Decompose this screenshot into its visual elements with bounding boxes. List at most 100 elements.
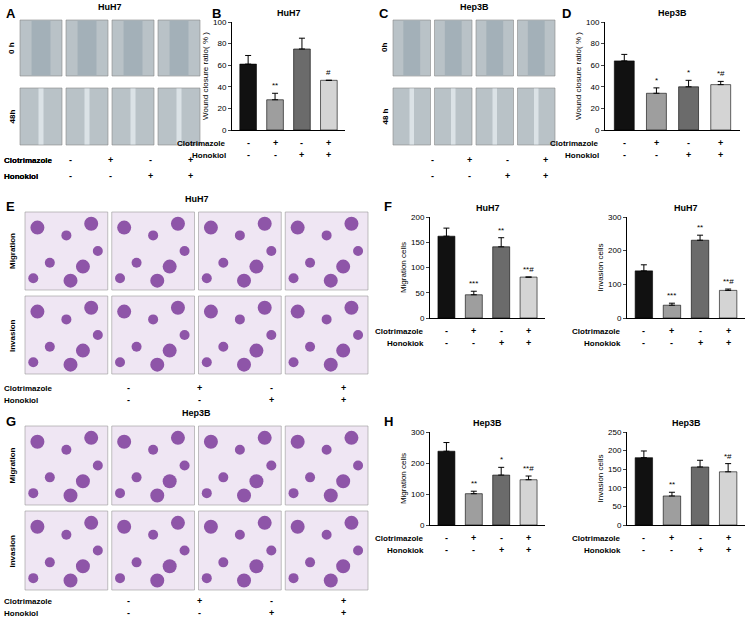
svg-text:Honokiok: Honokiok bbox=[584, 546, 621, 555]
svg-text:-: - bbox=[655, 150, 658, 160]
svg-text:+: + bbox=[543, 155, 548, 165]
svg-text:80: 80 bbox=[217, 39, 226, 48]
svg-text:Honokiok: Honokiok bbox=[387, 339, 424, 348]
svg-text:+: + bbox=[726, 533, 731, 543]
svg-text:HuH7: HuH7 bbox=[674, 203, 698, 213]
svg-text:+: + bbox=[299, 150, 304, 160]
svg-text:-: - bbox=[270, 596, 273, 606]
svg-text:Hep3B: Hep3B bbox=[473, 418, 502, 428]
svg-text:-: - bbox=[500, 533, 503, 543]
svg-text:0: 0 bbox=[420, 314, 425, 323]
svg-text:Migration: Migration bbox=[8, 447, 17, 483]
svg-text:Hep3B: Hep3B bbox=[672, 418, 701, 428]
svg-text:60: 60 bbox=[590, 61, 599, 70]
svg-text:-: - bbox=[472, 545, 475, 555]
svg-text:+: + bbox=[726, 338, 731, 348]
svg-text:0: 0 bbox=[420, 521, 425, 530]
svg-text:80: 80 bbox=[590, 39, 599, 48]
svg-text:100: 100 bbox=[608, 280, 622, 289]
svg-text:+: + bbox=[148, 171, 153, 181]
svg-text:Clotrimazole: Clotrimazole bbox=[375, 327, 424, 336]
svg-text:A: A bbox=[6, 6, 16, 21]
svg-text:Wound closure ratio( % ): Wound closure ratio( % ) bbox=[201, 32, 210, 120]
svg-text:**#: **# bbox=[523, 464, 534, 473]
svg-text:Migration: Migration bbox=[8, 233, 17, 269]
svg-text:+: + bbox=[686, 150, 691, 160]
svg-text:*: * bbox=[500, 455, 503, 464]
svg-text:Clotrimazole: Clotrimazole bbox=[4, 156, 53, 165]
svg-text:-: - bbox=[270, 383, 273, 393]
svg-text:Migration cells: Migration cells bbox=[399, 453, 408, 504]
svg-text:Clotrimazole: Clotrimazole bbox=[550, 139, 599, 148]
svg-text:Invasion cells: Invasion cells bbox=[596, 243, 605, 291]
svg-text:+: + bbox=[341, 608, 346, 618]
svg-text:C: C bbox=[379, 6, 389, 21]
svg-text:300: 300 bbox=[608, 213, 622, 222]
svg-text:+: + bbox=[273, 138, 278, 148]
svg-text:Hep3B: Hep3B bbox=[182, 408, 211, 418]
svg-text:+: + bbox=[505, 171, 510, 181]
svg-text:+: + bbox=[669, 533, 674, 543]
svg-text:-: - bbox=[472, 338, 475, 348]
svg-text:+: + bbox=[526, 338, 531, 348]
svg-text:+: + bbox=[326, 150, 331, 160]
svg-text:*#: *# bbox=[717, 69, 725, 78]
svg-text:-: - bbox=[127, 596, 130, 606]
svg-text:-: - bbox=[445, 545, 448, 555]
svg-text:Invasion: Invasion bbox=[8, 319, 17, 352]
svg-text:Migration cells: Migration cells bbox=[399, 242, 408, 293]
svg-text:+: + bbox=[718, 150, 723, 160]
svg-text:-: - bbox=[445, 338, 448, 348]
svg-text:+: + bbox=[341, 596, 346, 606]
svg-text:Honokiol: Honokiol bbox=[4, 172, 38, 181]
svg-text:-: - bbox=[670, 545, 673, 555]
svg-text:+: + bbox=[341, 383, 346, 393]
svg-text:HuH7: HuH7 bbox=[185, 194, 209, 204]
svg-text:+: + bbox=[669, 326, 674, 336]
svg-text:+: + bbox=[197, 383, 202, 393]
svg-text:100: 100 bbox=[608, 484, 622, 493]
svg-text:-: - bbox=[699, 326, 702, 336]
svg-text:0: 0 bbox=[222, 126, 227, 135]
svg-text:**: ** bbox=[669, 480, 675, 489]
svg-text:+: + bbox=[467, 155, 472, 165]
svg-text:48 h: 48 h bbox=[381, 108, 390, 124]
svg-text:-: - bbox=[300, 138, 303, 148]
svg-text:G: G bbox=[6, 414, 16, 429]
svg-text:HuH7: HuH7 bbox=[476, 203, 500, 213]
svg-text:100: 100 bbox=[213, 18, 227, 27]
svg-text:-: - bbox=[149, 155, 152, 165]
svg-text:-: - bbox=[431, 171, 434, 181]
svg-text:#: # bbox=[326, 68, 331, 77]
svg-text:-: - bbox=[198, 608, 201, 618]
svg-text:F: F bbox=[384, 199, 392, 214]
svg-text:***: *** bbox=[469, 279, 478, 288]
svg-text:Honokiol: Honokiol bbox=[565, 151, 599, 160]
svg-text:*: * bbox=[687, 68, 690, 77]
svg-text:-: - bbox=[445, 533, 448, 543]
svg-text:-: - bbox=[274, 150, 277, 160]
svg-text:+: + bbox=[654, 138, 659, 148]
svg-text:+: + bbox=[526, 533, 531, 543]
svg-text:-: - bbox=[69, 171, 72, 181]
svg-text:-: - bbox=[623, 150, 626, 160]
svg-text:-: - bbox=[198, 395, 201, 405]
svg-text:200: 200 bbox=[608, 246, 622, 255]
svg-text:200: 200 bbox=[411, 213, 425, 222]
svg-text:-: - bbox=[687, 138, 690, 148]
svg-text:+: + bbox=[341, 395, 346, 405]
svg-text:Hep3B: Hep3B bbox=[460, 2, 489, 12]
svg-text:+: + bbox=[499, 338, 504, 348]
svg-text:-: - bbox=[642, 326, 645, 336]
svg-text:-: - bbox=[623, 138, 626, 148]
svg-text:Honokiol: Honokiol bbox=[4, 609, 38, 618]
svg-text:+: + bbox=[471, 533, 476, 543]
svg-text:100: 100 bbox=[411, 490, 425, 499]
svg-text:Clotrimazole: Clotrimazole bbox=[4, 384, 53, 393]
svg-text:E: E bbox=[6, 199, 15, 214]
svg-text:20: 20 bbox=[590, 104, 599, 113]
svg-text:0 h: 0 h bbox=[7, 42, 16, 54]
svg-text:-: - bbox=[468, 171, 471, 181]
svg-text:Wound closure ratio( % ): Wound closure ratio( % ) bbox=[574, 32, 583, 120]
svg-text:+: + bbox=[499, 545, 504, 555]
